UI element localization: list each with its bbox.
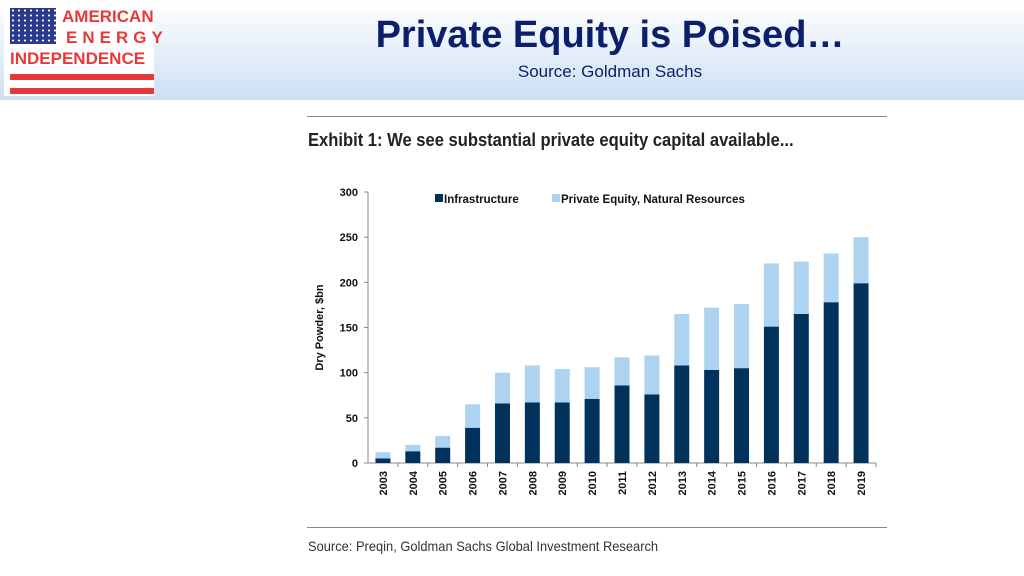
y-tick-label: 0 <box>352 458 358 470</box>
y-tick-label: 150 <box>340 323 358 335</box>
y-tick-label: 200 <box>340 277 358 289</box>
y-axis-label: Dry Powder, $bn <box>314 284 326 370</box>
bar-pe-natural-resources-2005 <box>435 435 451 448</box>
page-subtitle: Source: Goldman Sachs <box>517 62 703 81</box>
x-tick-label: 2003 <box>378 471 390 495</box>
x-tick-label: 2019 <box>856 471 868 495</box>
bar-pe-natural-resources-2012 <box>644 355 660 395</box>
bar-pe-natural-resources-2011 <box>614 357 630 386</box>
x-tick-label: 2005 <box>438 471 450 495</box>
legend-label: Infrastructure <box>444 194 519 206</box>
header-banner: AMERICAN ENERGY INDEPENDENCE Private Equ… <box>0 0 1024 100</box>
bar-infrastructure-2013 <box>674 365 690 463</box>
x-tick-label: 2014 <box>707 470 719 495</box>
bar-pe-natural-resources-2006 <box>465 404 481 428</box>
source-note: Source: Preqin, Goldman Sachs Global Inv… <box>308 538 659 554</box>
logo-text-3: INDEPENDENCE <box>10 49 146 68</box>
x-tick-label: 2004 <box>408 470 420 495</box>
x-tick-label: 2017 <box>796 471 808 495</box>
y-tick-label: 100 <box>340 368 358 380</box>
y-tick-label: 300 <box>340 187 358 199</box>
bar-infrastructure-2008 <box>524 402 540 463</box>
bar-pe-natural-resources-2013 <box>674 313 690 366</box>
y-tick-label: 50 <box>346 413 358 425</box>
bar-infrastructure-2011 <box>614 385 630 463</box>
bar-infrastructure-2018 <box>823 302 839 463</box>
bar-infrastructure-2007 <box>494 403 510 463</box>
x-tick-label: 2018 <box>826 471 838 495</box>
logo-text-1: AMERICAN <box>62 7 154 26</box>
bar-pe-natural-resources-2015 <box>734 304 750 369</box>
bar-pe-natural-resources-2009 <box>554 369 570 403</box>
bar-pe-natural-resources-2007 <box>494 372 510 404</box>
bar-pe-natural-resources-2014 <box>704 307 720 370</box>
legend-swatch <box>552 194 560 202</box>
bar-pe-natural-resources-2004 <box>405 444 421 452</box>
x-tick-label: 2008 <box>527 471 539 495</box>
y-tick-label: 250 <box>340 232 358 244</box>
legend-swatch <box>435 194 443 202</box>
x-tick-label: 2011 <box>617 471 629 495</box>
bar-infrastructure-2016 <box>763 326 779 463</box>
x-tick-label: 2013 <box>677 471 689 495</box>
bar-pe-natural-resources-2019 <box>853 237 869 284</box>
legend-label: Private Equity, Natural Resources <box>561 194 745 206</box>
us-flag-icon <box>10 8 56 44</box>
bar-infrastructure-2004 <box>405 451 421 463</box>
bar-pe-natural-resources-2003 <box>375 452 391 459</box>
bar-infrastructure-2005 <box>435 447 451 463</box>
x-tick-label: 2007 <box>497 471 509 495</box>
x-tick-label: 2006 <box>468 471 480 495</box>
bar-pe-natural-resources-2018 <box>823 253 839 303</box>
logo-text-2: ENERGY <box>66 28 168 47</box>
logo: AMERICAN ENERGY INDEPENDENCE <box>4 4 163 96</box>
bar-infrastructure-2012 <box>644 394 660 463</box>
page-title: Private Equity is Poised… <box>375 14 845 56</box>
bar-infrastructure-2006 <box>465 427 481 463</box>
bar-pe-natural-resources-2016 <box>763 263 779 327</box>
bar-pe-natural-resources-2017 <box>793 261 809 314</box>
bar-pe-natural-resources-2010 <box>584 367 600 399</box>
bar-infrastructure-2017 <box>793 313 809 463</box>
bar-infrastructure-2003 <box>375 458 391 463</box>
bar-pe-natural-resources-2008 <box>524 365 540 403</box>
x-tick-label: 2010 <box>587 471 599 495</box>
logo-stripe <box>10 74 154 80</box>
x-tick-label: 2012 <box>647 471 659 495</box>
exhibit-title: Exhibit 1: We see substantial private eq… <box>308 130 794 150</box>
divider <box>307 116 887 117</box>
logo-stripe <box>10 88 154 94</box>
x-tick-label: 2009 <box>557 471 569 495</box>
bar-infrastructure-2014 <box>704 369 720 463</box>
bar-infrastructure-2015 <box>734 368 750 463</box>
bar-infrastructure-2009 <box>554 402 570 463</box>
bar-infrastructure-2019 <box>853 283 869 463</box>
x-tick-label: 2016 <box>766 471 778 495</box>
bar-infrastructure-2010 <box>584 398 600 463</box>
x-tick-label: 2015 <box>737 471 749 495</box>
divider <box>307 527 887 528</box>
